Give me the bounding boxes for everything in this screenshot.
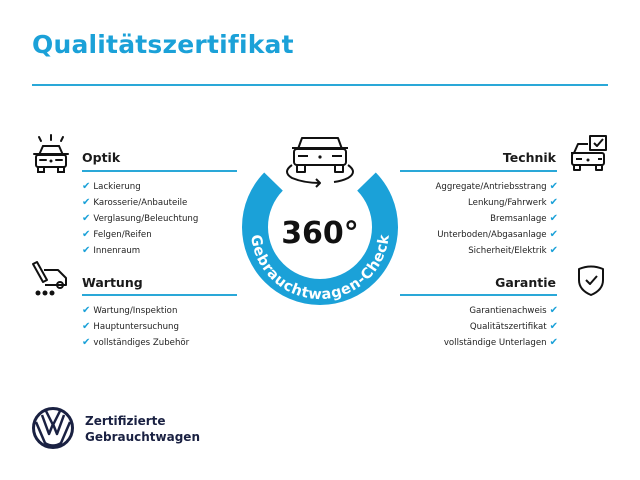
list-item: Garantienachweis ✔ [469,305,558,316]
car-checkbox-icon [571,135,607,171]
check-icon: ✔ [82,305,91,316]
check-icon: ✔ [82,213,91,224]
360-value: 360° [281,216,359,251]
wartung-list: ✔ Wartung/Inspektion ✔ Hauptuntersuchung ✔… [82,303,189,351]
optik-divider [82,170,237,172]
service-van-icon [32,261,67,296]
list-item: vollständige Unterlagen ✔ [443,337,558,348]
list-item: ✔ Innenraum [82,245,141,256]
list-item: Bremsanlage ✔ [490,213,558,224]
check-icon: ✔ [549,337,558,348]
check-icon: ✔ [549,229,558,240]
check-icon: ✔ [549,321,558,332]
list-item: Lenkung/Fahrwerk ✔ [468,197,558,208]
list-item: Qualitätszertifikat ✔ [469,321,558,332]
check-icon: ✔ [549,213,558,224]
car-rotate-icon [286,137,354,188]
check-icon: ✔ [549,305,558,316]
list-item: ✔ Wartung/Inspektion [82,305,178,316]
list-item: ✔ Lackierung [82,181,141,192]
check-icon: ✔ [82,245,91,256]
technik-list: Aggregate/Antriebsstrang ✔ Lenkung/Fahrwe… [436,179,558,259]
check-icon: ✔ [82,321,91,332]
wartung-heading: Wartung [82,275,143,290]
list-item: ✔ Karosserie/Anbauteile [82,197,188,208]
list-item: ✔ Felgen/Reifen [82,229,152,240]
car-lights-icon [33,134,69,173]
wartung-divider [82,294,237,296]
list-item: ✔ Hauptuntersuchung [82,321,179,332]
title-divider [32,84,608,86]
garantie-heading: Garantie [495,275,556,290]
ring-arc [242,172,398,306]
shield-check-icon [578,265,604,296]
list-item: Sicherheit/Elektrik ✔ [468,245,558,256]
list-item: Aggregate/Antriebsstrang ✔ [435,181,558,192]
list-item: Unterboden/Abgasanlage ✔ [437,229,558,240]
list-item: ✔ Verglasung/Beleuchtung [82,213,199,224]
optik-list: ✔ Lackierung ✔ Karosserie/Anbauteile ✔ Verg… [82,179,198,259]
page-title: Qualitätszertifikat [32,30,294,59]
check-icon: ✔ [82,229,91,240]
check-icon: ✔ [549,245,558,256]
list-item: ✔ vollständiges Zubehör [82,337,190,348]
technik-divider [400,170,557,172]
vw-logo [32,407,74,449]
check-icon: ✔ [82,197,91,208]
brand-name: Zertifizierte Gebrauchtwagen [85,414,200,444]
check-icon: ✔ [549,197,558,208]
garantie-list: Garantienachweis ✔ Qualitätszertifikat ✔ v… [444,303,558,351]
360-check-badge: 360° Gebrauchtwagen-Check [242,137,398,306]
check-icon: ✔ [82,181,91,192]
check-icon: ✔ [82,337,91,348]
optik-heading: Optik [82,150,121,165]
garantie-divider [400,294,557,296]
technik-heading: Technik [502,150,556,165]
check-icon: ✔ [549,181,558,192]
